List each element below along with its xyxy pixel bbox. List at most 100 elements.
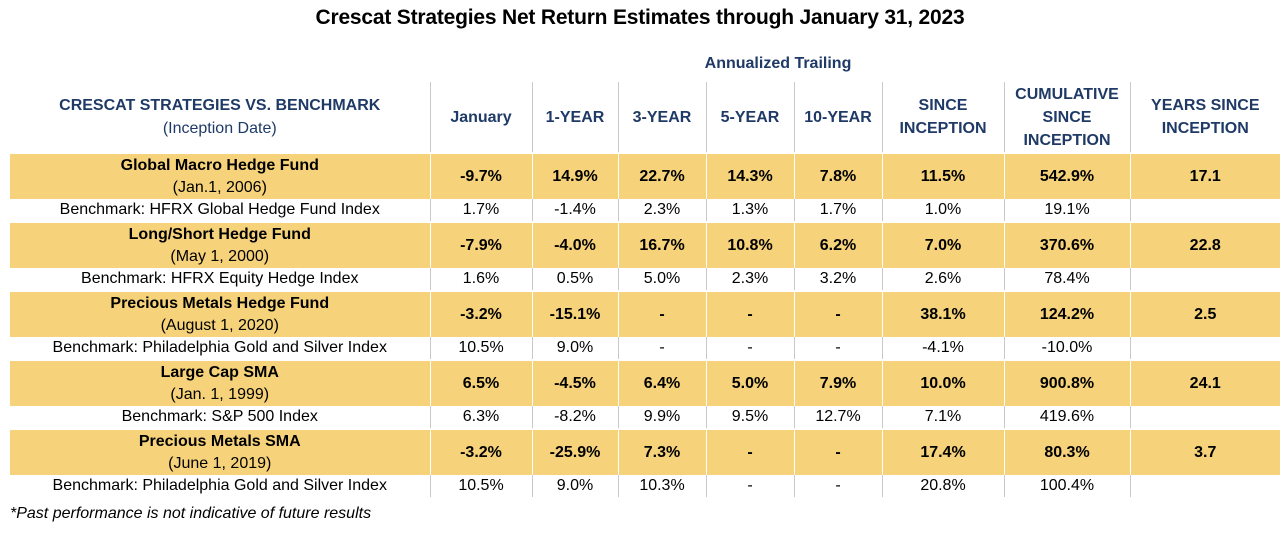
fund-value-january: 6.5%	[429, 359, 532, 406]
benchmark-value-since-inception: 7.1%	[881, 406, 1004, 429]
benchmark-value-5-year: -	[705, 337, 794, 360]
fund-value-3-year: 7.3%	[617, 428, 706, 475]
col-header-years-since: YEARS SINCE INCEPTION	[1129, 82, 1280, 153]
benchmark-value-10-year: 3.2%	[793, 268, 882, 291]
benchmark-value-since-inception: 20.8%	[881, 475, 1004, 497]
fund-value-since-inception: 7.0%	[881, 221, 1004, 268]
fund-value-5-year: 5.0%	[705, 359, 794, 406]
benchmark-value-10-year: 1.7%	[793, 199, 882, 222]
fund-name: Long/Short Hedge Fund	[128, 225, 311, 243]
benchmark-value-cumulative: 419.6%	[1003, 406, 1130, 429]
benchmark-value-1-year: 9.0%	[531, 475, 618, 497]
returns-table: CRESCAT STRATEGIES VS. BENCHMARK (Incept…	[10, 82, 1280, 497]
col-header-5-year: 5-YEAR	[705, 82, 794, 153]
fund-name: Large Cap SMA	[160, 363, 279, 381]
benchmark-value-1-year: -1.4%	[531, 199, 618, 222]
benchmark-value-10-year: -	[793, 337, 882, 360]
benchmark-value-cumulative: 19.1%	[1003, 199, 1130, 222]
footnote: *Past performance is not indicative of f…	[10, 505, 372, 522]
benchmark-value-cumulative: 100.4%	[1003, 475, 1130, 497]
col-header-years-line2: INCEPTION	[1161, 120, 1249, 137]
benchmark-value-january: 10.5%	[429, 337, 532, 360]
fund-value-10-year: -	[793, 290, 882, 337]
fund-value-3-year: 16.7%	[617, 221, 706, 268]
benchmark-value-january: 10.5%	[429, 475, 532, 497]
fund-value-cumulative: 80.3%	[1003, 428, 1130, 475]
fund-value-5-year: 10.8%	[705, 221, 794, 268]
fund-value-cumulative: 542.9%	[1003, 152, 1130, 199]
fund-value-3-year: 22.7%	[617, 152, 706, 199]
fund-value-years-since: 24.1	[1129, 359, 1280, 406]
benchmark-value-1-year: -8.2%	[531, 406, 618, 429]
benchmark-value-since-inception: 2.6%	[881, 268, 1004, 291]
benchmark-value-5-year: 2.3%	[705, 268, 794, 291]
benchmark-value-3-year: 5.0%	[617, 268, 706, 291]
benchmark-value-january: 6.3%	[429, 406, 532, 429]
fund-value-10-year: 7.8%	[793, 152, 882, 199]
benchmark-row: Benchmark: HFRX Equity Hedge Index 1.6% 0.…	[10, 268, 1280, 291]
fund-value-years-since: 3.7	[1129, 428, 1280, 475]
col-header-strategy-line1: CRESCAT STRATEGIES VS. BENCHMARK	[59, 97, 381, 114]
fund-value-1-year: -4.5%	[531, 359, 618, 406]
benchmark-name: Benchmark: Philadelphia Gold and Silver …	[52, 339, 387, 356]
benchmark-value-since-inception: -4.1%	[881, 337, 1004, 360]
fund-value-january: -3.2%	[429, 428, 532, 475]
fund-name-cell: Long/Short Hedge Fund (May 1, 2000)	[10, 221, 430, 268]
col-header-1-year: 1-YEAR	[531, 82, 618, 153]
fund-name: Precious Metals Hedge Fund	[110, 294, 330, 312]
fund-value-10-year: 7.9%	[793, 359, 882, 406]
benchmark-name: Benchmark: S&P 500 Index	[121, 408, 318, 425]
col-header-cumulative: CUMULATIVE SINCE INCEPTION	[1003, 82, 1130, 153]
benchmark-value-january: 1.6%	[429, 268, 532, 291]
col-header-since-line1: SINCE	[918, 97, 968, 114]
fund-value-cumulative: 900.8%	[1003, 359, 1130, 406]
benchmark-value-5-year: -	[705, 475, 794, 497]
fund-value-1-year: -15.1%	[531, 290, 618, 337]
benchmark-row: Benchmark: HFRX Global Hedge Fund Index 1…	[10, 199, 1280, 222]
fund-row: Large Cap SMA (Jan. 1, 1999) 6.5% -4.5% 6.4%…	[10, 359, 1280, 406]
benchmark-value-january: 1.7%	[429, 199, 532, 222]
benchmark-row: Benchmark: S&P 500 Index 6.3% -8.2% 9.9% 9.5…	[10, 406, 1280, 429]
fund-name-cell: Precious Metals SMA (June 1, 2019)	[10, 428, 430, 475]
fund-name-cell: Large Cap SMA (Jan. 1, 1999)	[10, 359, 430, 406]
col-header-january: January	[429, 82, 532, 153]
fund-name: Global Macro Hedge Fund	[120, 156, 319, 174]
fund-value-cumulative: 124.2%	[1003, 290, 1130, 337]
fund-row: Precious Metals Hedge Fund (August 1, 202…	[10, 290, 1280, 337]
fund-inception-date: (August 1, 2020)	[160, 316, 279, 334]
fund-value-5-year: 14.3%	[705, 152, 794, 199]
fund-value-years-since: 17.1	[1129, 152, 1280, 199]
fund-inception-date: (Jan.1, 2006)	[172, 178, 267, 196]
fund-value-1-year: 14.9%	[531, 152, 618, 199]
col-header-strategy: CRESCAT STRATEGIES VS. BENCHMARK (Incept…	[10, 82, 430, 153]
benchmark-value-3-year: -	[617, 337, 706, 360]
fund-value-january: -9.7%	[429, 152, 532, 199]
fund-value-since-inception: 38.1%	[881, 290, 1004, 337]
fund-inception-date: (June 1, 2019)	[168, 454, 272, 472]
fund-value-years-since: 22.8	[1129, 221, 1280, 268]
benchmark-value-10-year: 12.7%	[793, 406, 882, 429]
benchmark-name: Benchmark: HFRX Global Hedge Fund Index	[59, 201, 380, 218]
benchmark-value-years-since	[1129, 199, 1280, 222]
fund-name-cell: Precious Metals Hedge Fund (August 1, 202…	[10, 290, 430, 337]
benchmark-value-5-year: 9.5%	[705, 406, 794, 429]
col-header-cumulative-line1: CUMULATIVE	[1015, 85, 1119, 103]
benchmark-value-3-year: 2.3%	[617, 199, 706, 222]
benchmark-name: Benchmark: Philadelphia Gold and Silver …	[52, 477, 387, 494]
annualized-trailing-header: Annualized Trailing	[704, 55, 852, 72]
fund-value-5-year: -	[705, 428, 794, 475]
benchmark-value-3-year: 9.9%	[617, 406, 706, 429]
header-row: CRESCAT STRATEGIES VS. BENCHMARK (Incept…	[10, 82, 1280, 153]
col-header-years-line1: YEARS SINCE	[1151, 97, 1260, 114]
chart-title: Crescat Strategies Net Return Estimates …	[315, 6, 965, 29]
benchmark-name: Benchmark: HFRX Equity Hedge Index	[81, 270, 359, 287]
fund-value-10-year: 6.2%	[793, 221, 882, 268]
fund-value-since-inception: 10.0%	[881, 359, 1004, 406]
benchmark-value-since-inception: 1.0%	[881, 199, 1004, 222]
col-header-strategy-line2: (Inception Date)	[162, 120, 277, 137]
fund-name: Precious Metals SMA	[138, 432, 301, 450]
fund-inception-date: (Jan. 1, 1999)	[170, 385, 270, 403]
benchmark-value-3-year: 10.3%	[617, 475, 706, 497]
benchmark-value-cumulative: 78.4%	[1003, 268, 1130, 291]
col-header-3-year: 3-YEAR	[617, 82, 706, 153]
